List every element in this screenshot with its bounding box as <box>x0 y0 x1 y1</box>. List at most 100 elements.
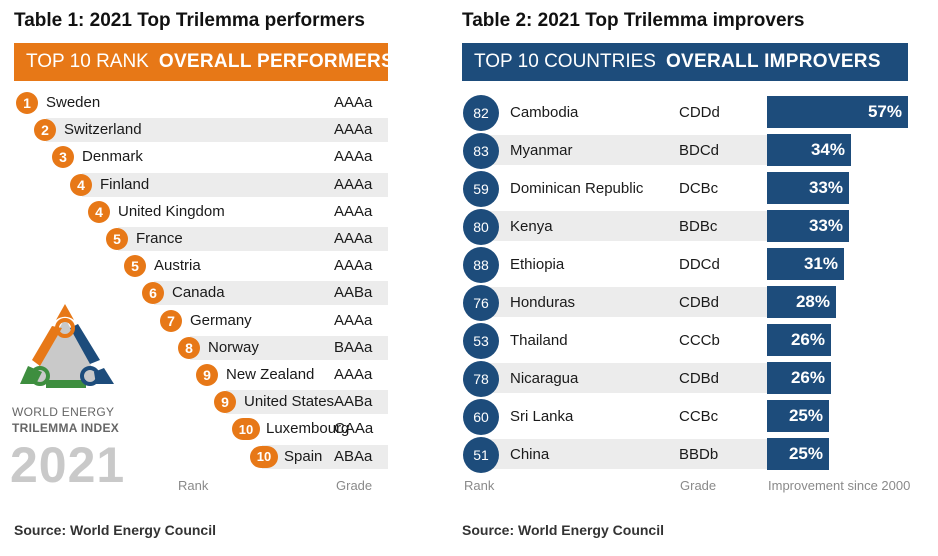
grade-value: DDCd <box>679 256 720 273</box>
grade-value: AABa <box>334 284 373 302</box>
country-name: United Kingdom <box>118 202 225 220</box>
improvement-bar: 33% <box>767 210 849 242</box>
country-name: Myanmar <box>510 142 573 159</box>
table2-row <box>482 135 767 165</box>
table2-row <box>482 363 767 393</box>
country-name: United States <box>244 393 335 411</box>
table1-header-band: TOP 10 RANK OVERALL PERFORMERS <box>14 43 394 81</box>
rank-badge: 4 <box>70 173 92 196</box>
rank-badge: 9 <box>196 364 218 386</box>
table1-footer-grade: Grade <box>336 478 373 493</box>
rank-circle: 80 <box>463 209 499 245</box>
country-name: France <box>136 230 183 247</box>
rank-badge: 5 <box>106 228 128 250</box>
rank-badge: 10 <box>250 445 278 468</box>
table1-row <box>46 118 388 143</box>
table1-row <box>82 172 388 197</box>
country-name: Kenya <box>510 218 553 235</box>
country-name: Spain <box>284 447 323 465</box>
rank-badge: 4 <box>88 200 110 223</box>
country-name: Switzerland <box>64 121 142 139</box>
logo-right-ring <box>80 366 100 386</box>
improvement-bar: 26% <box>767 362 831 394</box>
logo-line2: TRILEMMA INDEX <box>12 421 120 435</box>
table1-row <box>154 281 388 306</box>
table1-row <box>118 227 388 251</box>
grade-value: AAAa <box>334 230 373 247</box>
rank-badge: 6 <box>142 282 164 305</box>
table1-title: Table 1: 2021 Top Trilemma performers <box>14 10 365 31</box>
table2-footer-rank: Rank <box>464 478 495 493</box>
table1-row <box>262 444 388 469</box>
grade-value: AAAa <box>334 257 373 275</box>
rank-circle: 60 <box>463 399 499 435</box>
trilemma-logo-icon <box>20 304 114 388</box>
grade-value: AABa <box>334 393 373 411</box>
rank-circle: 51 <box>463 437 499 473</box>
grade-value: DCBc <box>679 180 719 197</box>
rank-circle: 83 <box>463 133 499 169</box>
rank-circle: 59 <box>463 171 499 207</box>
table2-band-light: TOP 10 COUNTRIES <box>474 51 656 72</box>
rank-badge: 5 <box>124 255 146 278</box>
rank-circle: 82 <box>463 95 499 131</box>
logo-bottom-arm <box>46 380 86 388</box>
grade-value: AAAa <box>334 311 373 329</box>
table2-row <box>482 211 767 241</box>
grade-value: CDBd <box>679 370 720 387</box>
rank-circle: 78 <box>463 361 499 397</box>
country-name: Austria <box>154 257 201 275</box>
grade-value: AAAa <box>334 202 373 220</box>
table2-footer-grade: Grade <box>680 478 717 493</box>
rank-circle: 88 <box>463 247 499 283</box>
country-name: Sri Lanka <box>510 408 574 425</box>
grade-value: CAAa <box>334 420 374 438</box>
table2-source: Source: World Energy Council <box>462 522 664 538</box>
grade-value: AAAa <box>334 94 373 111</box>
grade-value: AAAa <box>334 366 373 383</box>
logo-left-arm <box>32 326 62 366</box>
table1-band-bold: OVERALL PERFORMERS <box>158 51 395 72</box>
rank-badge: 2 <box>34 119 56 142</box>
rank-circle: 53 <box>463 323 499 359</box>
country-name: Luxembourg <box>266 420 350 438</box>
logo-top-segment <box>56 304 74 320</box>
table2-row <box>482 439 767 469</box>
table1-row <box>226 390 388 415</box>
country-name: Denmark <box>82 148 143 166</box>
country-name: Cambodia <box>510 104 579 121</box>
table2-title: Table 2: 2021 Top Trilemma improvers <box>462 10 805 31</box>
improvement-bar: 57% <box>767 96 908 128</box>
logo-left-ring <box>30 366 50 386</box>
country-name: Ethiopia <box>510 256 565 273</box>
grade-value: CCBc <box>679 408 719 425</box>
country-name: Germany <box>190 311 252 329</box>
rank-badge: 3 <box>52 146 74 169</box>
table2-band-bold: OVERALL IMPROVERS <box>665 51 881 72</box>
table1-source: Source: World Energy Council <box>14 522 216 538</box>
rank-badge: 1 <box>16 92 38 114</box>
grade-value: AAAa <box>334 148 373 166</box>
improvement-bar: 26% <box>767 324 831 356</box>
improvement-bar: 31% <box>767 248 844 280</box>
grade-value: ABAa <box>334 447 373 465</box>
logo-triangle <box>30 318 100 382</box>
grade-value: BDCd <box>679 142 720 159</box>
country-name: Honduras <box>510 294 576 311</box>
rank-badge: 7 <box>160 309 182 332</box>
table1-footer-rank: Rank <box>178 478 209 493</box>
country-name: China <box>510 446 550 463</box>
improvement-bar: 34% <box>767 134 851 166</box>
country-name: Finland <box>100 175 150 193</box>
rank-badge: 10 <box>232 418 260 441</box>
logo-right-arm <box>70 324 100 364</box>
grade-value: BAAa <box>334 338 373 356</box>
country-name: Dominican Republic <box>510 180 644 197</box>
rank-circle: 76 <box>463 285 499 321</box>
country-name: Norway <box>208 338 259 356</box>
table1-band-light: TOP 10 RANK <box>26 51 149 72</box>
country-name: Thailand <box>510 332 568 349</box>
grade-value: CDBd <box>679 294 720 311</box>
country-name: New Zealand <box>226 366 315 383</box>
country-name: Canada <box>172 284 225 302</box>
